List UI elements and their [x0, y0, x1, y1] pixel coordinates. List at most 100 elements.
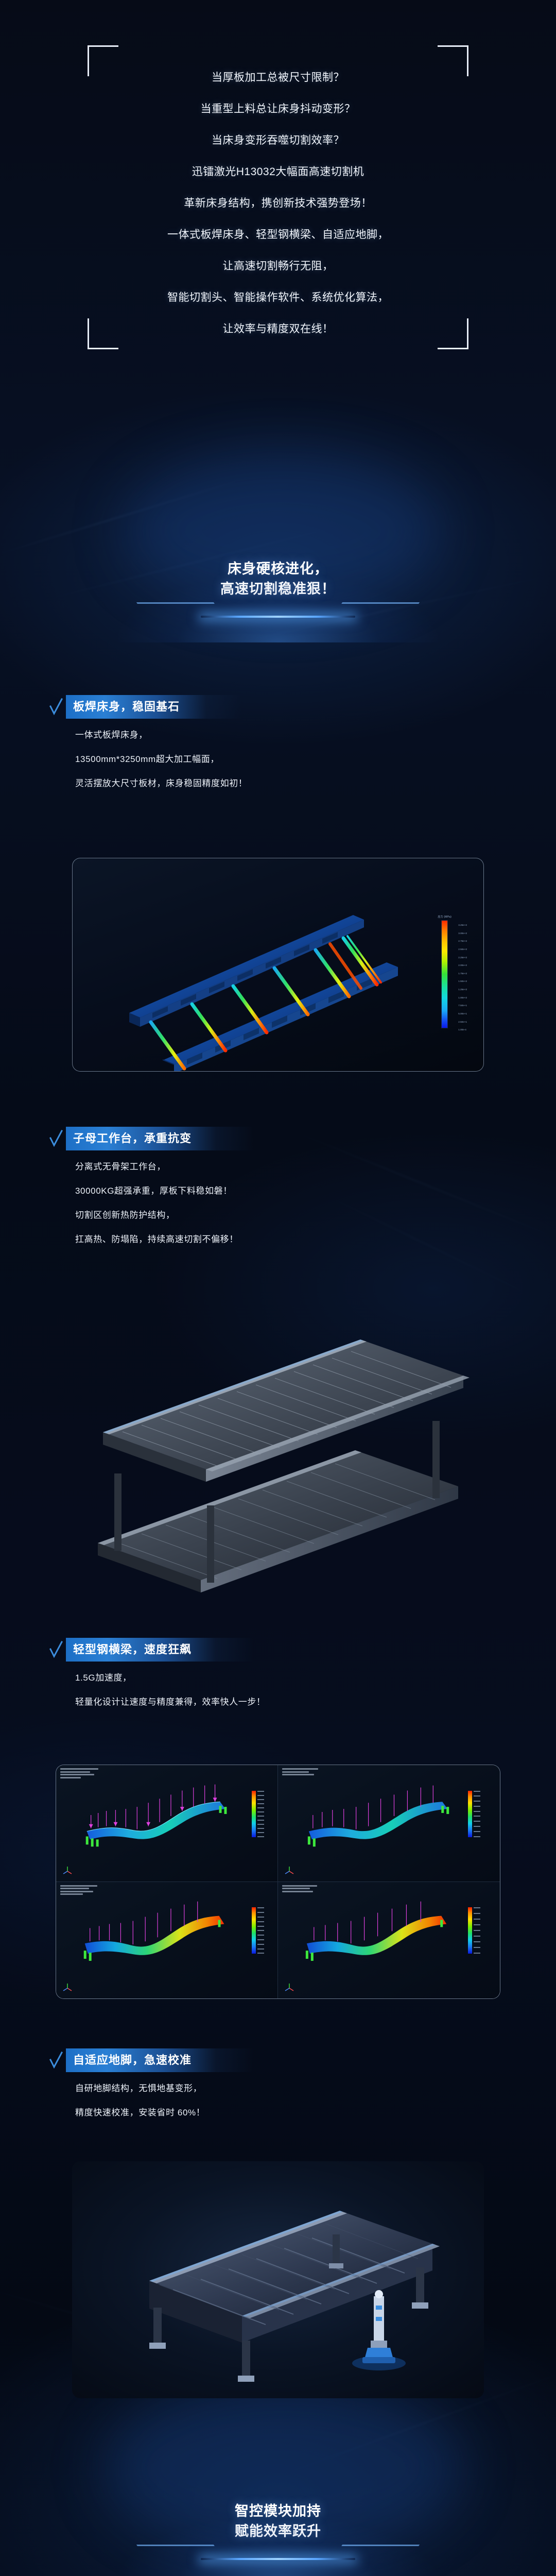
feature-block-adaptive-feet: 自适应地脚，急速校准 自研地脚结构，无惧地基变形， 精度快速校准，安装省时 60…	[0, 2048, 556, 2117]
feature-desc-line: 切割区创新热防护结构，	[75, 1210, 175, 1220]
feature-block-welded-bed: 板焊床身，稳固基石 一体式板焊床身， 13500mm*3250mm超大加工幅面，…	[0, 694, 556, 788]
simulation-panel	[56, 1765, 278, 1882]
hero-line: 当厚板加工总被尺寸限制？	[212, 72, 344, 83]
simulation-legend	[252, 1790, 264, 1837]
legend-tick: 2.50e+1	[458, 1020, 467, 1023]
hero-copy: 当厚板加工总被尺寸限制？ 当重型上料总让床身抖动变形？ 当床身变形吞噬切割效率？…	[77, 72, 479, 334]
underline-wing-right	[332, 2545, 420, 2561]
simulation-hud	[282, 1885, 317, 1894]
check-icon	[49, 2052, 63, 2069]
legend-tick: 2.25e+2	[458, 956, 467, 959]
legend-tick: 1.25e+2	[458, 988, 467, 991]
check-icon	[49, 1641, 63, 1658]
feature-desc-line: 灵活摆放大尺寸板材，床身稳固精度如初！	[75, 778, 248, 788]
section-heading-line1: 智控模块加持	[235, 2503, 321, 2519]
simulation-panel	[278, 1765, 500, 1882]
machine-feet-render	[72, 2161, 484, 2398]
legend-colorbar	[468, 1790, 472, 1837]
legend-colorbar	[468, 1907, 472, 1954]
feature-description: 分离式无骨架工作台， 30000KG超强承重，厚板下料稳如磐！ 切割区创新热防护…	[75, 1162, 556, 1244]
image-card-bed-fea: 应力 (MPa) 3.25e+2 3.00e+2 2.75e+2 2.50e+2…	[72, 858, 484, 1072]
simulation-panel	[56, 1882, 278, 1998]
feature-description: 1.5G加速度， 轻量化设计让速度与精度兼得，效率快人一步！	[75, 1673, 556, 1706]
beam-stress-plot	[305, 1901, 447, 1961]
feature-description: 一体式板焊床身， 13500mm*3250mm超大加工幅面， 灵活摆放大尺寸板材…	[75, 731, 556, 788]
stress-legend: 应力 (MPa)	[438, 915, 451, 1028]
legend-colorbar	[441, 920, 448, 1028]
axis-gizmo-icon	[285, 1984, 294, 1991]
feature-title: 自适应地脚，急速校准	[66, 2048, 254, 2072]
legend-ticks: 3.25e+2 3.00e+2 2.75e+2 2.50e+2 2.25e+2 …	[458, 924, 467, 1031]
feature-desc-line: 自研地脚结构，无惧地基变形，	[75, 2083, 202, 2093]
feature-title: 板焊床身，稳固基石	[66, 695, 242, 719]
hero-bracket-frame	[88, 45, 468, 349]
section-heading-line2: 高速切割稳准狠！	[220, 581, 336, 597]
underline-bar	[201, 2558, 355, 2561]
legend-tick: 2.75e+2	[458, 940, 467, 943]
hero-line: 智能切割头、智能操作软件、系统优化算法，	[167, 292, 389, 303]
section-heading-line1: 床身硬核进化，	[228, 561, 328, 577]
hero-line: 让效率与精度双在线！	[222, 323, 334, 335]
image-card-beam-fea-grid	[56, 1765, 500, 1999]
feature-desc-line: 扛高热、防塌陷，持续高速切割不偏移！	[75, 1234, 238, 1244]
beam-deflection-plot	[307, 1785, 449, 1847]
legend-tick: 2.50e+2	[458, 947, 467, 951]
feature-desc-line: 30000KG超强承重，厚板下料稳如磐！	[75, 1186, 232, 1196]
simulation-legend	[468, 1907, 480, 1954]
check-icon	[49, 698, 63, 716]
heading-underline	[136, 602, 420, 622]
feature-desc-line: 13500mm*3250mm超大加工幅面，	[75, 754, 219, 764]
check-icon	[49, 1130, 63, 1147]
bed-stress-diagram	[129, 915, 398, 1071]
feature-title-row: 轻型钢横梁，速度狂飙	[49, 1637, 556, 1662]
legend-tick: 1.00e-4	[458, 1028, 466, 1031]
simulation-panel	[278, 1882, 500, 1998]
hero-section: 当厚板加工总被尺寸限制？ 当重型上料总让床身抖动变形？ 当床身变形吞噬切割效率？…	[0, 0, 556, 489]
feature-block-worktable: 子母工作台，承重抗变 分离式无骨架工作台， 30000KG超强承重，厚板下料稳如…	[0, 1126, 556, 1244]
corner-bracket-top-right	[438, 45, 468, 76]
legend-tick: 1.50e+2	[458, 980, 467, 983]
hero-line: 迅镭激光H13032大幅面高速切割机	[192, 166, 364, 178]
legend-ticks	[474, 1790, 480, 1837]
simulation-legend	[252, 1907, 264, 1954]
legend-colorbar	[252, 1790, 256, 1837]
corner-bracket-bottom-left	[88, 318, 118, 349]
corner-bracket-top-left	[88, 45, 118, 76]
machine-frame-diagram	[149, 2211, 440, 2382]
feature-desc-line: 轻量化设计让速度与精度兼得，效率快人一步！	[75, 1697, 266, 1707]
axis-gizmo-icon	[63, 1984, 72, 1991]
legend-ticks	[474, 1907, 480, 1954]
hero-line: 当重型上料总让床身抖动变形？	[200, 103, 356, 115]
feature-title-row: 自适应地脚，急速校准	[49, 2048, 556, 2073]
legend-ticks	[257, 1790, 264, 1837]
feature-title: 轻型钢横梁，速度狂飙	[66, 1638, 254, 1662]
beam-deflection-plot	[85, 1784, 227, 1847]
feature-title-row: 子母工作台，承重抗变	[49, 1126, 556, 1151]
hero-line: 让高速切割畅行无阻，	[222, 260, 334, 272]
feature-title: 子母工作台，承重抗变	[66, 1127, 254, 1150]
legend-tick: 1.75e+2	[458, 972, 467, 975]
worktable-render	[98, 1340, 470, 1592]
feature-title-row: 板焊床身，稳固基石	[49, 694, 556, 719]
hero-line: 一体式板焊床身、轻型钢横梁、自适应地脚，	[167, 229, 389, 241]
section-heading-bed: 床身硬核进化， 高速切割稳准狠！	[0, 559, 556, 642]
legend-colorbar	[252, 1907, 256, 1954]
axis-gizmo-icon	[63, 1866, 72, 1874]
simulation-hud	[282, 1768, 318, 1777]
legend-tick: 7.50e+1	[458, 1004, 467, 1007]
underline-bar	[201, 616, 355, 618]
legend-title: 应力 (MPa)	[438, 916, 451, 919]
heading-underline	[136, 2545, 420, 2564]
beam-stress-plot	[83, 1901, 224, 1961]
feature-block-steel-beam: 轻型钢横梁，速度狂飙 1.5G加速度， 轻量化设计让速度与精度兼得，效率快人一步…	[0, 1637, 556, 1706]
section-heading-smart-control: 智控模块加持 赋能效率跃升	[0, 2501, 556, 2576]
simulation-hud	[60, 1768, 98, 1780]
simulation-hud	[60, 1885, 97, 1896]
corner-bracket-bottom-right	[438, 318, 468, 349]
feature-description: 自研地脚结构，无惧地基变形， 精度快速校准，安装省时 60%！	[75, 2084, 556, 2117]
feature-desc-line: 1.5G加速度，	[75, 1673, 132, 1683]
axis-gizmo-icon	[285, 1866, 294, 1874]
hero-line: 革新床身结构，携创新技术强势登场！	[184, 197, 372, 209]
legend-ticks	[257, 1907, 264, 1954]
legend-tick: 3.25e+2	[458, 924, 467, 926]
